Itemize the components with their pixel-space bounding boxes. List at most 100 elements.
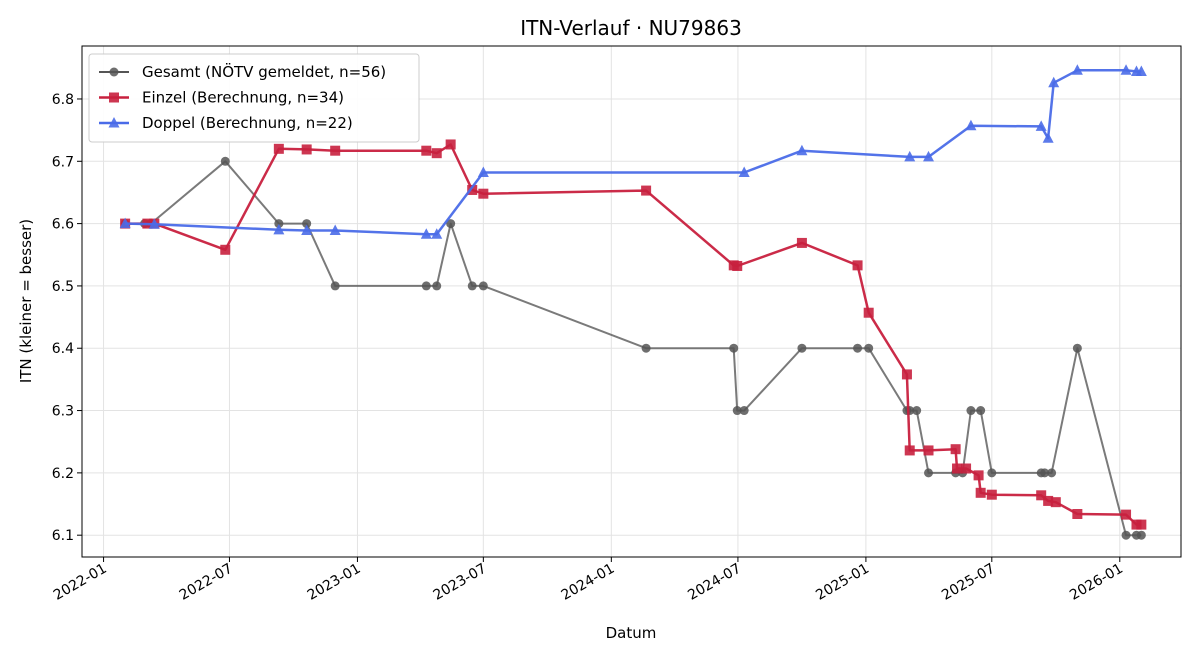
data-point xyxy=(852,260,863,271)
data-point xyxy=(965,119,977,131)
data-point xyxy=(1072,343,1082,353)
y-axis-title: ITN (kleiner = besser) xyxy=(17,219,35,383)
data-point xyxy=(420,228,432,239)
legend-box xyxy=(88,53,420,143)
data-point xyxy=(863,307,874,318)
legend-marker xyxy=(108,117,120,128)
data-point xyxy=(976,406,986,416)
data-point xyxy=(478,188,489,199)
data-point xyxy=(330,145,341,156)
chart-title: ITN-Verlauf · NU79863 xyxy=(520,16,742,40)
data-point xyxy=(1035,120,1047,131)
legend-label: Doppel (Berechnung, n=22) xyxy=(142,114,353,132)
data-point xyxy=(975,487,986,498)
data-point xyxy=(421,145,432,156)
plot-area-frame xyxy=(81,45,1182,558)
data-point xyxy=(923,150,935,162)
data-point xyxy=(732,260,743,271)
data-point xyxy=(329,224,341,235)
data-point xyxy=(1071,64,1083,75)
data-point xyxy=(923,445,934,456)
y-tick-label: 6.4 xyxy=(52,341,74,357)
data-point xyxy=(220,156,230,166)
data-point xyxy=(220,244,231,255)
data-point xyxy=(467,184,478,195)
legend-entry: Gesamt (NÖTV gemeldet, n=56) xyxy=(99,62,386,81)
data-point xyxy=(986,489,997,500)
data-point xyxy=(853,343,863,353)
data-point xyxy=(796,237,807,248)
data-point xyxy=(904,445,915,456)
legend-label: Einzel (Berechnung, n=34) xyxy=(142,89,344,107)
data-point xyxy=(1043,495,1054,506)
data-point xyxy=(421,281,431,291)
x-axis-title: Datum xyxy=(606,624,657,642)
data-point xyxy=(1136,519,1147,530)
data-point xyxy=(738,166,750,178)
data-point xyxy=(301,144,312,155)
data-point xyxy=(478,281,488,291)
y-tick-label: 6.8 xyxy=(52,92,74,108)
y-tick-label: 6.1 xyxy=(52,528,74,544)
data-point xyxy=(467,281,477,291)
legend-entry: Doppel (Berechnung, n=22) xyxy=(99,114,353,132)
y-tick-label: 6.5 xyxy=(52,279,74,295)
data-point xyxy=(950,444,961,455)
data-point xyxy=(445,139,456,150)
legend: Gesamt (NÖTV gemeldet, n=56) Einzel (Bere… xyxy=(88,53,420,143)
data-point xyxy=(729,343,739,353)
series-layer xyxy=(119,64,1147,540)
data-point xyxy=(302,219,312,229)
series-3 xyxy=(119,64,1147,239)
data-point xyxy=(1042,132,1054,143)
y-tick-label: 6.2 xyxy=(52,466,74,482)
legend-entry: Einzel (Berechnung, n=34) xyxy=(99,89,344,107)
data-point xyxy=(148,218,160,229)
data-point xyxy=(732,406,742,416)
data-point xyxy=(1072,509,1083,520)
data-point xyxy=(973,470,984,481)
data-point xyxy=(904,150,916,162)
data-point xyxy=(864,343,874,353)
data-point xyxy=(301,224,313,235)
data-point xyxy=(1121,509,1132,520)
data-point xyxy=(119,217,131,229)
data-point xyxy=(273,223,285,235)
data-point xyxy=(966,406,976,416)
data-point xyxy=(961,463,972,474)
data-point xyxy=(432,281,442,291)
data-point xyxy=(1135,65,1147,77)
data-point xyxy=(274,219,284,229)
data-point xyxy=(952,463,963,474)
data-point xyxy=(641,185,652,196)
y-tick-label: 6.7 xyxy=(52,154,74,170)
data-point xyxy=(477,166,489,178)
legend-marker xyxy=(109,92,119,103)
data-point xyxy=(330,281,340,291)
data-point xyxy=(797,343,807,353)
y-tick-label: 6.3 xyxy=(52,404,74,420)
data-point xyxy=(796,144,808,156)
legend-marker xyxy=(109,67,119,77)
data-point xyxy=(924,468,934,478)
data-point xyxy=(1121,530,1131,540)
data-point xyxy=(739,406,749,416)
data-point xyxy=(431,228,443,239)
data-point xyxy=(1048,76,1060,88)
y-tick-label: 6.6 xyxy=(52,217,74,233)
data-point xyxy=(1040,468,1050,478)
data-point xyxy=(431,148,442,159)
legend-label: Gesamt (NÖTV gemeldet, n=56) xyxy=(142,62,386,81)
data-point xyxy=(1120,64,1132,75)
data-point xyxy=(641,343,651,353)
data-point xyxy=(901,369,912,380)
series-2 xyxy=(120,139,1147,530)
data-point xyxy=(987,468,997,478)
data-point xyxy=(1036,490,1047,501)
data-point xyxy=(1050,497,1061,508)
data-point xyxy=(912,406,922,416)
data-point xyxy=(1136,530,1146,540)
data-point xyxy=(1047,468,1057,478)
y-axis: 6.1 6.2 6.3 6.4 6.5 6.6 6.7 6.8 xyxy=(52,92,82,544)
